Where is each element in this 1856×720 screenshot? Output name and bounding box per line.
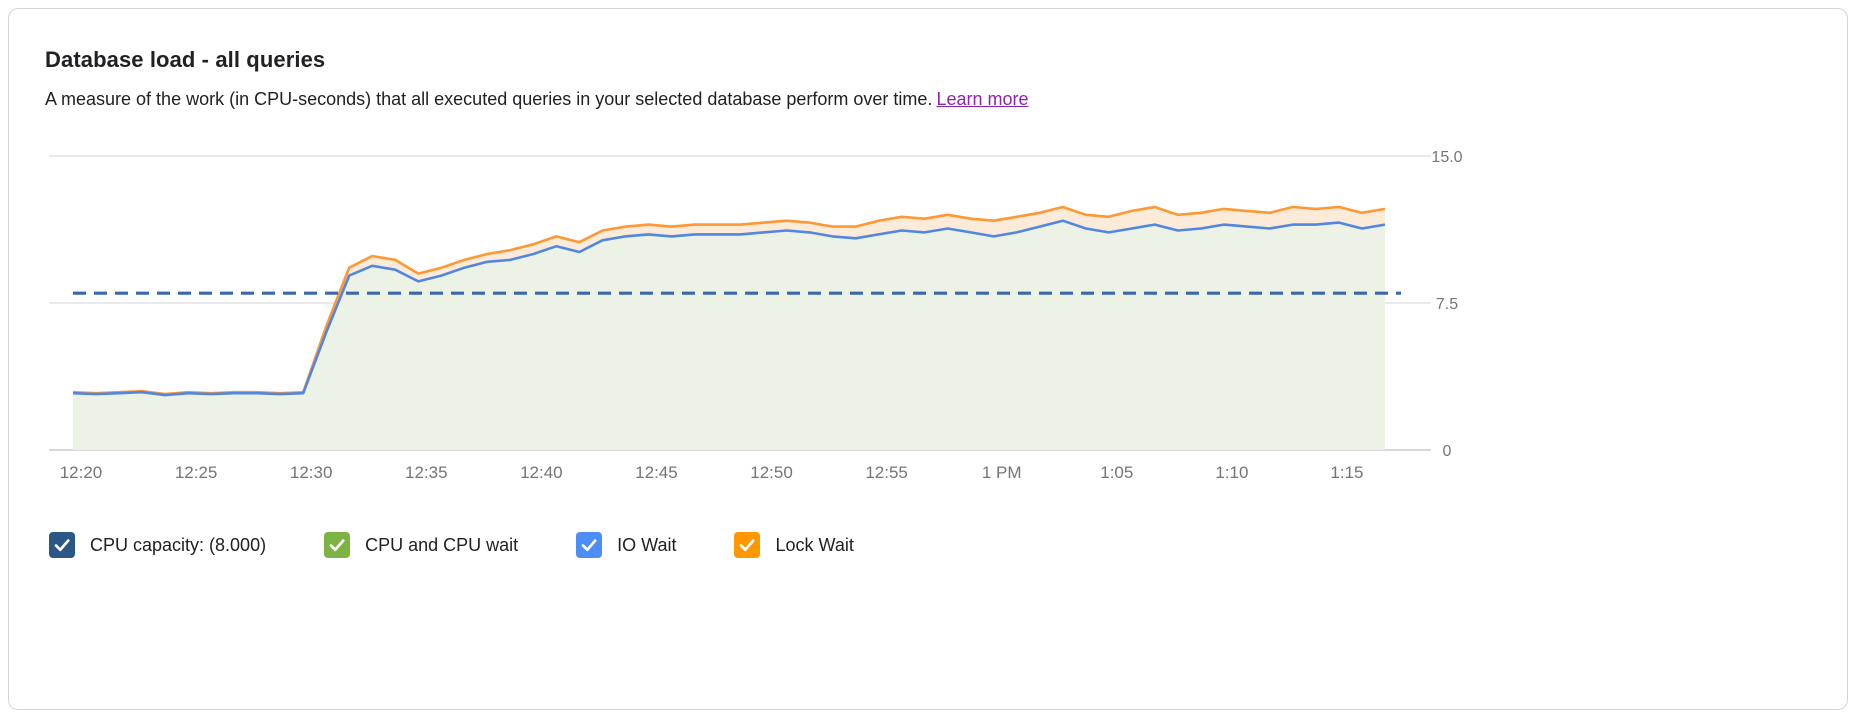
checkmark-icon: [54, 539, 70, 552]
legend-label: CPU and CPU wait: [365, 534, 519, 555]
legend-label: IO Wait: [617, 534, 677, 555]
cpu-wait-area: [73, 220, 1385, 450]
checkmark-icon: [740, 539, 756, 552]
x-axis-label: 1 PM: [982, 463, 1022, 482]
database-load-card: Database load - all queries A measure of…: [8, 8, 1848, 710]
x-axis-label: 12:35: [405, 463, 448, 482]
y-axis-label: 7.5: [1436, 296, 1458, 313]
subtitle-text: A measure of the work (in CPU-seconds) t…: [45, 89, 933, 109]
x-axis-label: 12:40: [520, 463, 563, 482]
database-load-chart: 07.515.012:20 12:25 12:30 12:35 12:40 12:45 12…: [49, 149, 1463, 482]
legend-item-lock-wait: Lock Wait: [734, 532, 854, 558]
x-axis-label: 12:55: [865, 463, 908, 482]
y-axis-label: 15.0: [1431, 149, 1462, 166]
page-title: Database load - all queries: [45, 47, 326, 72]
legend: CPU capacity: (8.000) CPU and CPU wait I…: [49, 532, 1811, 558]
x-axis-label: 12:30: [290, 463, 333, 482]
x-axis-label: 12:50: [750, 463, 793, 482]
checkmark-icon: [329, 539, 345, 552]
x-axis-label: 12:20: [60, 463, 103, 482]
legend-item-cpu-and-cpu-wait: CPU and CPU wait: [324, 532, 518, 558]
y-axis-label: 0: [1443, 443, 1452, 460]
legend-checkbox-cpu-and-cpu-wait[interactable]: [324, 532, 351, 558]
card-subtitle: A measure of the work (in CPU-seconds) t…: [45, 89, 1811, 110]
legend-label: CPU capacity: (8.000): [90, 534, 267, 555]
legend-item-io-wait: IO Wait: [576, 532, 676, 558]
x-axis-label: 1:05: [1100, 463, 1133, 482]
x-axis-label: 12:45: [635, 463, 678, 482]
legend-checkbox-lock-wait[interactable]: [734, 532, 761, 558]
legend-checkbox-io-wait[interactable]: [576, 532, 603, 558]
x-axis-label: 12:25: [175, 463, 218, 482]
legend-checkbox-cpu-capacity[interactable]: [49, 532, 75, 558]
io-wait-line: [72, 219, 1386, 397]
legend-item-cpu-capacity: CPU capacity: (8.000): [49, 532, 266, 558]
x-axis-label: 1:15: [1330, 463, 1363, 482]
lock-wait-area: [73, 207, 1385, 396]
legend-label: Lock Wait: [775, 534, 854, 555]
x-axis-label: 1:10: [1215, 463, 1248, 482]
checkmark-icon: [581, 539, 597, 552]
x-axis-labels: 12:20 12:25 12:30 12:35 12:40 12:45 12:50 12:55…: [60, 463, 1364, 482]
chart-area: 0 7.5 15.0 12:20 12:25 12:30 12:35 12:40 12:45 12…: [45, 144, 1485, 488]
learn-more-link[interactable]: Learn more: [936, 89, 1029, 109]
